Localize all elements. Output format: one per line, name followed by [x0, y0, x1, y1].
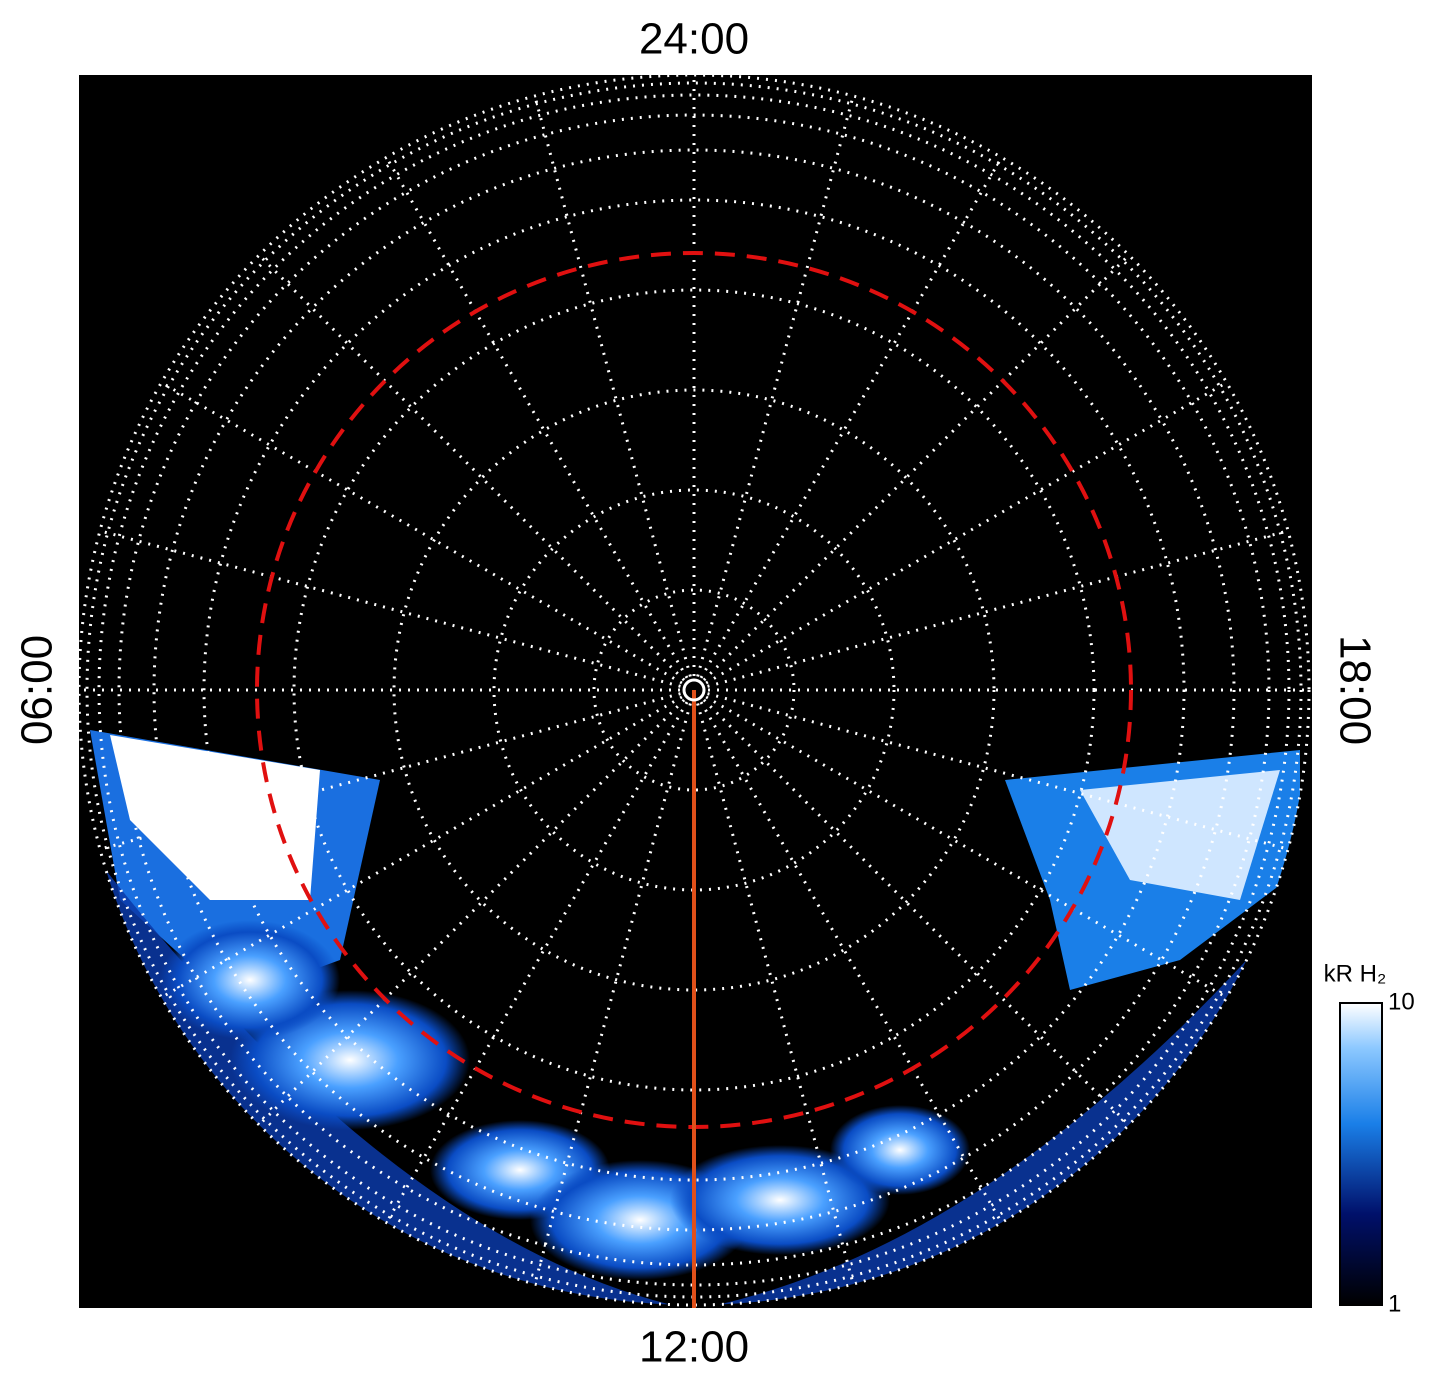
grid-ring	[85, 81, 1303, 1299]
grid-ring	[77, 73, 1311, 1307]
colorbar-title: kR H₂	[1324, 960, 1387, 987]
grid-spoke	[707, 529, 1289, 688]
grid-ring	[292, 288, 1096, 1092]
grid-ring	[592, 588, 796, 792]
grid-spoke	[533, 95, 692, 677]
grid-spoke	[705, 381, 1228, 685]
grid-ring	[202, 198, 1186, 1182]
left-label: 06:00	[13, 635, 62, 745]
grid-spoke	[699, 701, 1003, 1224]
colorbar-tick-label: 10	[1388, 988, 1415, 1015]
grid-ring	[97, 93, 1291, 1287]
colorbar	[1339, 1002, 1383, 1306]
grid-spoke	[707, 692, 1289, 851]
grid-spoke	[696, 703, 855, 1285]
grid-ring	[392, 388, 996, 992]
grid-spoke	[533, 703, 692, 1285]
grid-spoke	[385, 701, 689, 1224]
grid-ring	[117, 113, 1271, 1267]
grid-spoke	[160, 381, 683, 685]
grid-spoke	[699, 156, 1003, 679]
right-label: 18:00	[1330, 635, 1379, 745]
patch	[670, 1145, 890, 1255]
colorbar-tick-label: 1	[1388, 1290, 1401, 1317]
dusk-bright	[1080, 770, 1280, 900]
pole-marker	[682, 678, 706, 702]
patch	[160, 920, 340, 1040]
grid-spoke	[385, 156, 689, 679]
top-label: 24:00	[639, 15, 749, 64]
grid-ring	[152, 148, 1236, 1232]
grid-spoke	[696, 95, 855, 677]
grid-spoke	[702, 254, 1130, 682]
grid-spoke	[99, 692, 681, 851]
grid-spoke	[705, 695, 1228, 999]
grid-spoke	[258, 254, 686, 682]
grid-ring	[492, 488, 896, 892]
grid-spoke	[160, 695, 683, 999]
bottom-label: 12:00	[639, 1323, 749, 1372]
dayside-arc	[79, 850, 1300, 1305]
grid-spoke	[258, 698, 686, 1126]
patch	[830, 1105, 970, 1195]
grid-spoke	[702, 698, 1130, 1126]
grid-spoke	[99, 529, 681, 688]
